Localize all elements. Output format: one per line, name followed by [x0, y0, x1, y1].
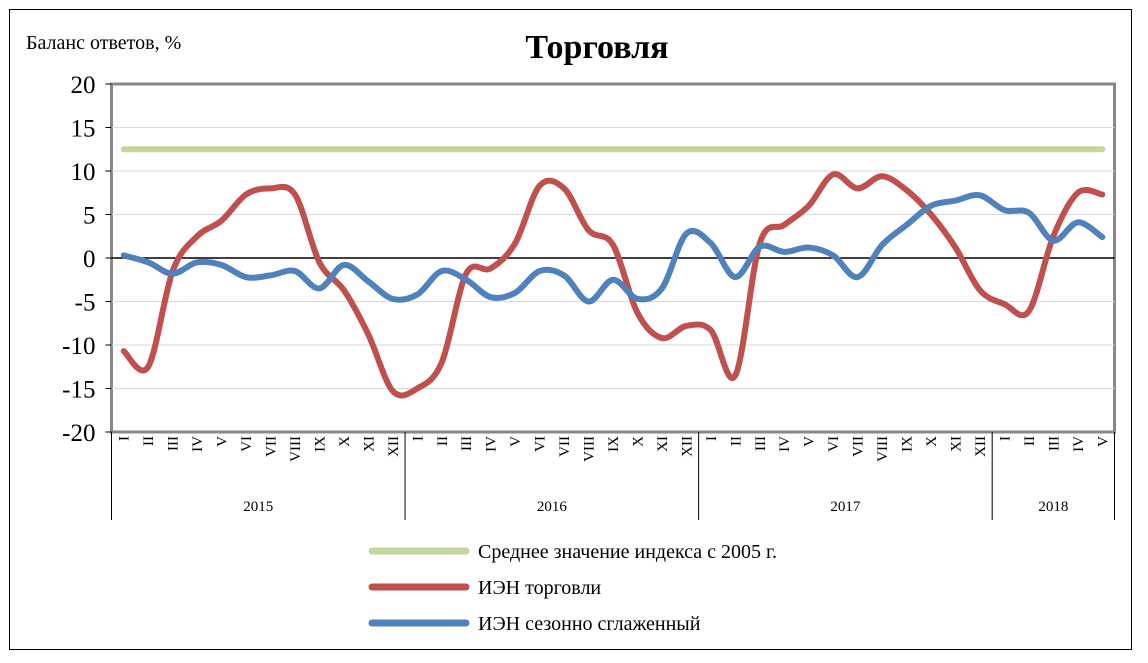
x-tick-label: III: [166, 436, 182, 451]
x-tick-label: V: [508, 436, 524, 447]
x-axis: I II III IV V VI VII VIII IX X XI XII I II III IV V VI VII…: [111, 432, 1115, 520]
x-tick-label: VII: [264, 436, 280, 457]
x-tick-label: IV: [484, 436, 500, 452]
year-label: 2015: [243, 499, 273, 515]
year-label: 2016: [537, 499, 568, 515]
y-tick-label: -15: [62, 377, 95, 404]
legend-label: Среднее значение индекса с 2005 г.: [478, 541, 777, 563]
x-tick-label: IX: [900, 436, 916, 452]
y-tick-label: 0: [83, 246, 96, 273]
y-tick-label: -10: [62, 333, 95, 360]
trade-index-line: [120, 171, 1106, 399]
x-tick-label: VII: [557, 436, 573, 457]
x-tick-label: IV: [1071, 436, 1087, 452]
x-tick-label: VI: [826, 436, 842, 452]
x-tick-label: VI: [239, 436, 255, 452]
year-label: 2018: [1038, 499, 1068, 515]
y-axis-label: Баланс ответов, %: [26, 32, 181, 54]
x-tick-label: XII: [973, 436, 989, 457]
legend: Среднее значение индекса с 2005 г. ИЭН то…: [368, 541, 777, 635]
x-tick-label: XI: [655, 436, 671, 452]
legend-label: ИЭН торговли: [478, 577, 601, 599]
x-tick-label: II: [1022, 436, 1038, 446]
y-tick-label: 10: [71, 159, 96, 186]
x-tick-label: VIII: [875, 436, 891, 462]
chart-title: Торговля: [525, 29, 668, 66]
x-tick-label: XI: [948, 436, 964, 452]
x-tick-label: V: [215, 436, 231, 447]
x-tick-label: XII: [679, 436, 695, 457]
x-tick-label: III: [1046, 436, 1062, 451]
x-tick-label: IV: [190, 436, 206, 452]
y-tick-label: 5: [83, 203, 96, 230]
x-tick-label: I: [704, 436, 720, 441]
y-tick-labels: 20 15 10 5 0 -5 -10 -15 -20: [62, 72, 112, 447]
x-tick-label: III: [753, 436, 769, 451]
x-tick-label: X: [630, 436, 646, 447]
x-tick-label: I: [117, 436, 133, 441]
x-tick-label: XII: [386, 436, 402, 457]
x-tick-label: VIII: [288, 436, 304, 462]
x-tick-label: VIII: [582, 436, 598, 462]
year-label: 2017: [830, 499, 861, 515]
y-tick-label: -20: [62, 420, 95, 447]
x-tick-label: VII: [851, 436, 867, 457]
x-tick-label: II: [141, 436, 157, 446]
y-tick-label: 15: [71, 116, 96, 143]
x-tick-label: V: [1095, 436, 1111, 447]
x-tick-label: IX: [312, 436, 328, 452]
x-tick-label: I: [410, 436, 426, 441]
legend-label: ИЭН сезонно сглаженный: [478, 613, 701, 635]
x-tick-label: IV: [777, 436, 793, 452]
x-tick-label: XI: [361, 436, 377, 452]
x-tick-label: VI: [533, 436, 549, 452]
series-lines: [120, 146, 1106, 399]
x-tick-label: II: [435, 436, 451, 446]
gridlines: [111, 127, 1115, 389]
chart-frame: [9, 9, 1132, 650]
x-tick-label: X: [337, 436, 353, 447]
seasonally-adjusted-line: [120, 192, 1106, 305]
x-tick-label: IX: [606, 436, 622, 452]
x-tick-label: V: [802, 436, 818, 447]
y-tick-label: -5: [75, 290, 96, 317]
x-tick-label: II: [728, 436, 744, 446]
x-tick-label: X: [924, 436, 940, 447]
x-tick-label: III: [459, 436, 475, 451]
x-tick-label: I: [997, 436, 1013, 441]
y-tick-label: 20: [71, 72, 96, 99]
